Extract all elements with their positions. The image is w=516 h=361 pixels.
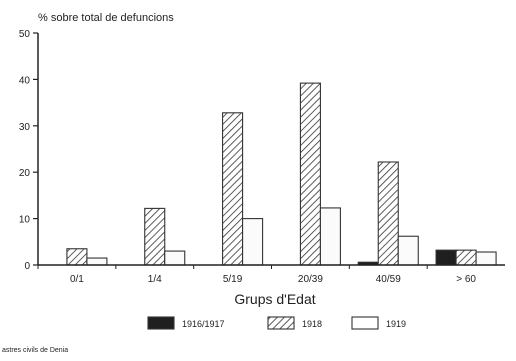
x-axis-title: Grups d'Edat: [234, 291, 315, 307]
bar-1918-1: [144, 207, 166, 266]
legend-label: 1916/1917: [182, 319, 225, 329]
y-axis: 0 10 20 30 40 50: [19, 29, 38, 272]
bar-1918-3: [299, 82, 321, 266]
legend-label: 1919: [386, 319, 406, 329]
x-tick-label: 0/1: [70, 274, 84, 285]
legend-label: 1918: [302, 319, 322, 329]
x-tick-label: 40/59: [376, 274, 401, 285]
y-tick-label: 40: [19, 75, 31, 86]
x-tick-label: 1/4: [148, 274, 162, 285]
bar-1918-2: [222, 112, 244, 266]
legend-swatch: [351, 316, 379, 330]
bar-1919-1: [164, 250, 186, 266]
bar-1918-0: [66, 248, 88, 266]
bar-19161917-5: [435, 249, 457, 266]
y-tick-label: 50: [19, 29, 31, 40]
y-tick-label: 10: [19, 215, 31, 226]
bar-1918-5: [455, 249, 477, 266]
bar-1919-2: [242, 218, 264, 266]
bar-1919-3: [319, 207, 341, 266]
source-note: astres civils de Denia: [2, 347, 68, 354]
y-tick-label: 0: [24, 261, 30, 272]
legend-swatch: [147, 316, 175, 330]
bars: [66, 82, 497, 266]
x-axis: 0/1 1/4 5/19 20/39 40/59 > 60: [37, 265, 476, 285]
legend: 1916/1917 1918 1919: [147, 316, 406, 330]
bar-1919-5: [475, 251, 497, 266]
y-axis-title: % sobre total de defuncions: [38, 12, 174, 24]
y-tick-label: 20: [19, 168, 31, 179]
y-tick-label: 30: [19, 122, 31, 133]
x-tick-label: 20/39: [298, 274, 323, 285]
bar-1919-4: [397, 235, 419, 266]
bar-1919-0: [86, 257, 108, 266]
bar-1918-4: [377, 161, 399, 266]
legend-swatch: [267, 316, 295, 330]
x-tick-label: 5/19: [223, 274, 243, 285]
x-tick-label: > 60: [456, 274, 476, 285]
